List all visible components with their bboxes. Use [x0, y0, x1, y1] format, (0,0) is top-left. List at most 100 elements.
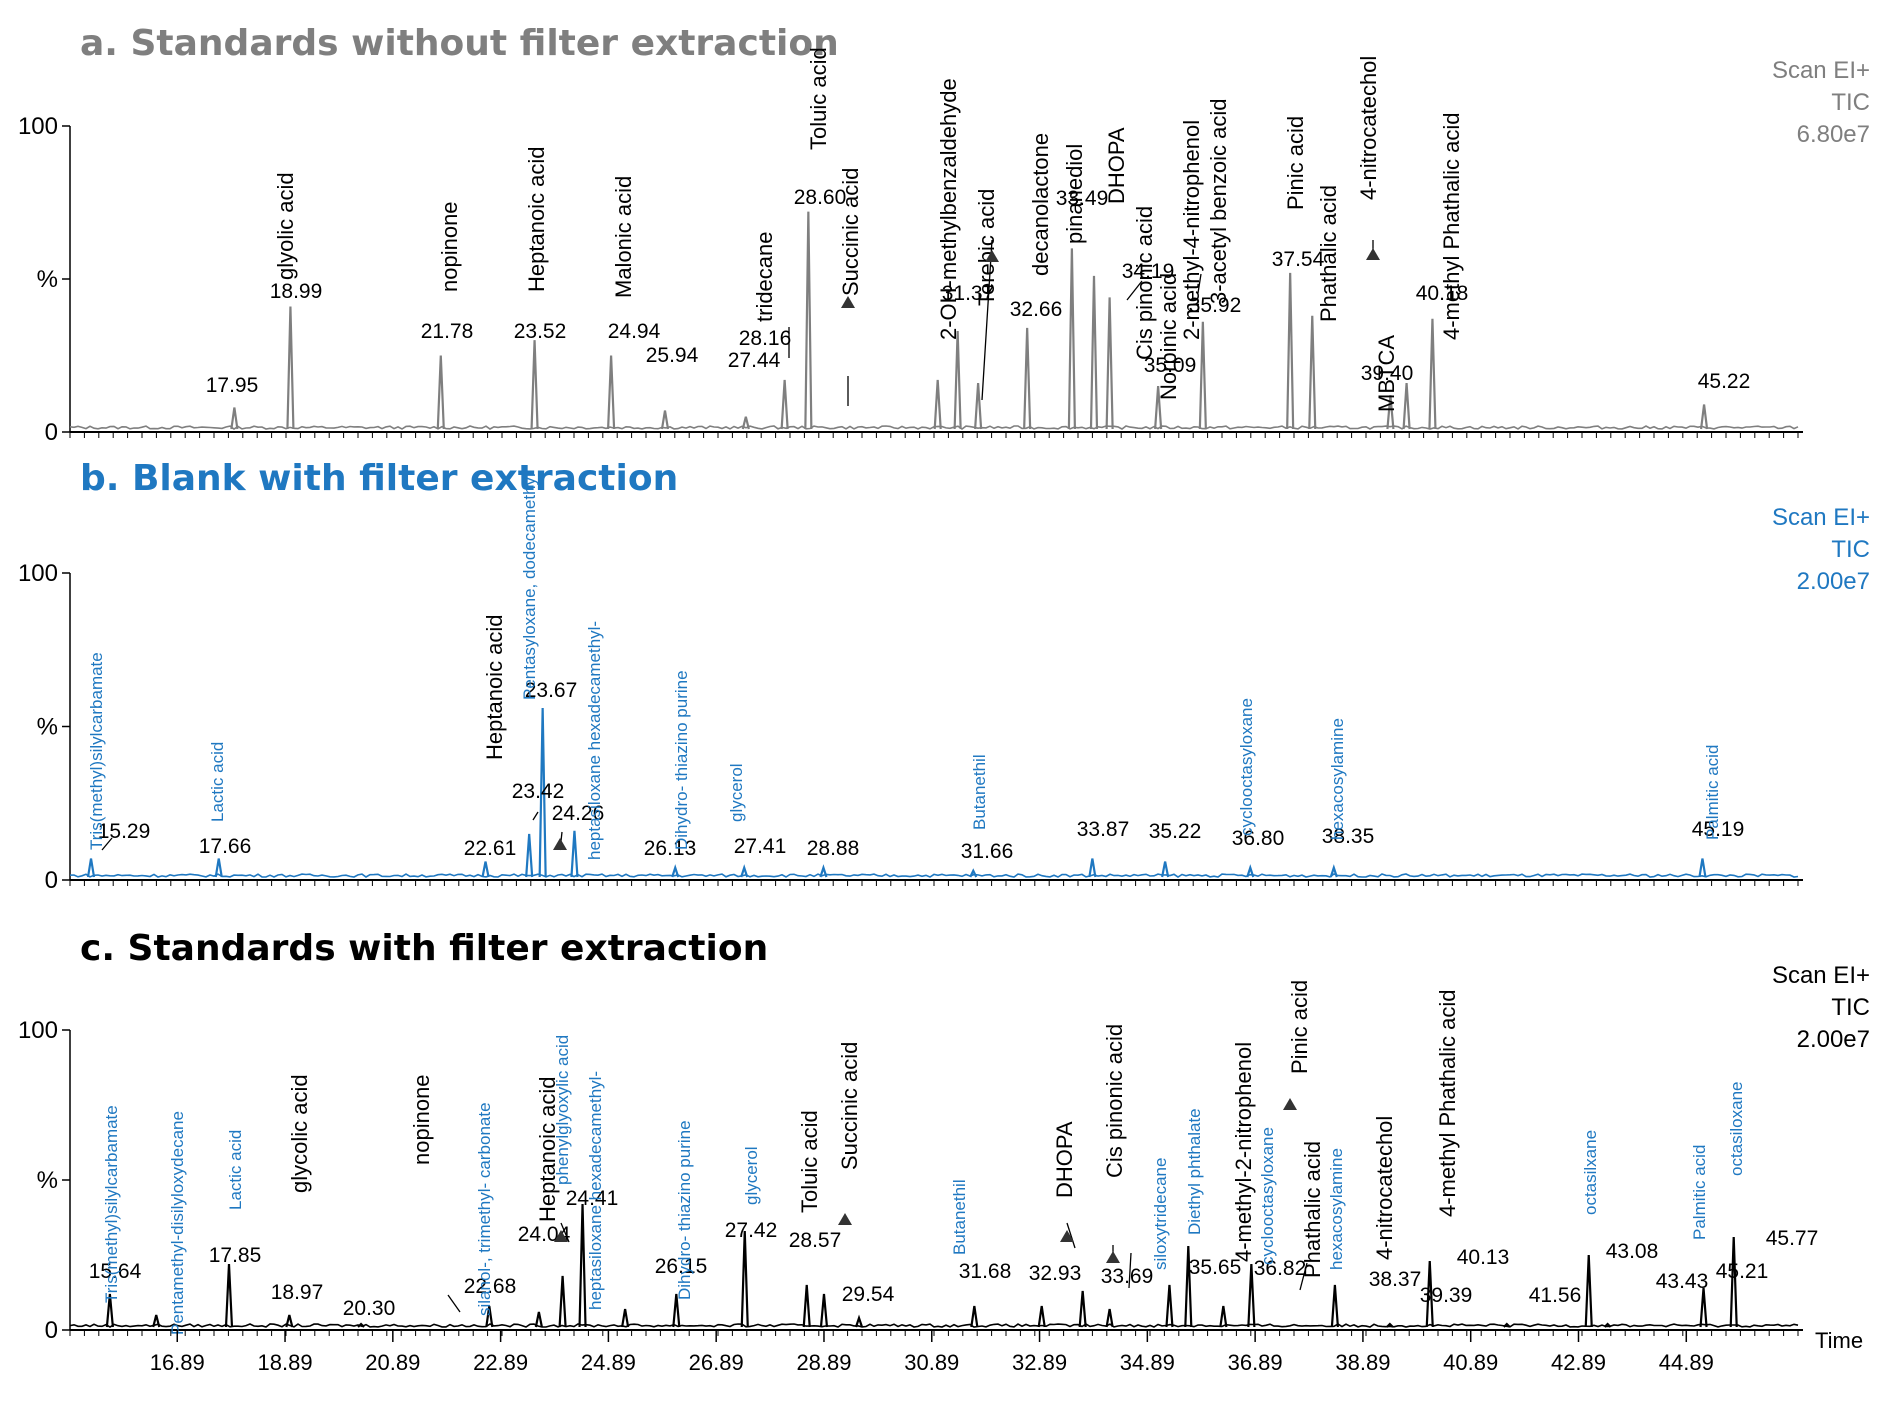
- chromatogram-trace: [69, 873, 1799, 878]
- peak: [804, 211, 813, 430]
- x-tick-label: 28.89: [796, 1350, 851, 1375]
- retention-time-label: 27.44: [728, 349, 781, 372]
- retention-time-label: 37.54: [1272, 248, 1325, 271]
- peak: [953, 330, 962, 430]
- compound-label: heptasiloxane hexadecamethyl-: [585, 621, 604, 860]
- peak: [1699, 1287, 1708, 1328]
- peak: [224, 1263, 234, 1328]
- compound-label: Norpinic acid: [1156, 273, 1181, 400]
- retention-time-label: 28.57: [789, 1229, 842, 1252]
- peak: [740, 864, 749, 878]
- scan-info-line: 6.80e7: [1797, 121, 1870, 148]
- arrowhead-icon: [841, 296, 855, 308]
- peak: [802, 1284, 811, 1328]
- retention-time-label: 15.29: [98, 820, 151, 843]
- peak: [558, 1275, 567, 1328]
- compound-label: Toluic acid: [806, 47, 831, 150]
- contaminant-label: Diethyl phthalate: [1185, 1108, 1204, 1235]
- compound-label: Heptanoic acid: [482, 614, 507, 760]
- arrowhead-icon: [1060, 1230, 1074, 1242]
- arrowhead-icon: [554, 1230, 568, 1242]
- compound-label: 4-methyl Phathalic acid: [1439, 113, 1464, 340]
- y-tick-label: %: [37, 714, 58, 741]
- y-tick-label: 0: [45, 419, 58, 446]
- arrowhead-icon: [838, 1213, 852, 1225]
- peak: [1503, 1322, 1511, 1328]
- peak: [1165, 1284, 1174, 1328]
- peak: [1329, 864, 1338, 878]
- x-tick-label: 18.89: [258, 1350, 313, 1375]
- y-tick-label: %: [37, 1167, 58, 1194]
- peak: [1184, 1245, 1193, 1328]
- peak: [578, 1203, 587, 1328]
- contaminant-label: Lactic acid: [226, 1130, 245, 1210]
- x-tick-label: 38.89: [1335, 1350, 1390, 1375]
- compound-label: Phathalic acid: [1316, 185, 1341, 322]
- contaminant-label: siloxytridecane: [1151, 1158, 1170, 1270]
- x-tick-label: 20.89: [365, 1350, 420, 1375]
- retention-time-label: 29.54: [842, 1283, 895, 1306]
- retention-time-label: 33.69: [1101, 1265, 1154, 1288]
- x-tick-label: 30.89: [904, 1350, 959, 1375]
- y-tick-label: 100: [18, 1017, 58, 1044]
- peak: [1154, 386, 1163, 430]
- retention-time-label: 36.82: [1254, 1257, 1307, 1280]
- peak: [819, 864, 828, 878]
- peak: [1089, 275, 1099, 430]
- retention-time-label: 20.30: [343, 1297, 396, 1320]
- panel-title: a. Standards without filter extraction: [80, 23, 839, 64]
- retention-time-label: 45.77: [1766, 1227, 1819, 1250]
- retention-time-label: 45.22: [1698, 370, 1751, 393]
- compound-label: cyclooctasyloxane: [1237, 698, 1256, 836]
- retention-time-label: 27.41: [734, 835, 787, 858]
- peak: [1584, 1254, 1593, 1328]
- compound-label: DHOPA: [1052, 1121, 1077, 1198]
- peak: [819, 1293, 829, 1328]
- peak: [286, 306, 295, 430]
- peak: [214, 858, 223, 878]
- peak: [436, 355, 445, 430]
- peak: [1603, 1322, 1612, 1328]
- peak: [969, 868, 978, 878]
- leader-line: [560, 1222, 570, 1243]
- y-tick-label: 100: [18, 560, 58, 587]
- retention-time-label: 38.35: [1322, 825, 1375, 848]
- panel-c: c. Standards with filter extraction Scan …: [18, 928, 1870, 1375]
- peak: [1198, 321, 1207, 430]
- peak: [530, 340, 539, 430]
- compound-label: 2-OH-methylbenzaldehyde: [936, 78, 961, 340]
- compound-label: Pinic acid: [1287, 980, 1312, 1074]
- contaminant-label: Pentamethyl-disilyloxydecane: [168, 1111, 187, 1335]
- peak: [854, 1314, 864, 1328]
- x-tick-label: 42.89: [1551, 1350, 1606, 1375]
- contaminant-label: hexacosylamine: [1327, 1148, 1346, 1270]
- x-tick-label: 32.89: [1012, 1350, 1067, 1375]
- compound-label: Pinic acid: [1283, 116, 1308, 210]
- compound-label: 4-methyl Phathalic acid: [1435, 990, 1460, 1217]
- y-tick-label: 0: [45, 1317, 58, 1344]
- leader-line: [447, 1294, 461, 1313]
- retention-time-label: 24.26: [552, 802, 605, 825]
- retention-time-label: 26.15: [655, 1255, 708, 1278]
- arrowhead-icon: [1283, 1098, 1297, 1110]
- compound-label: glycolic acid: [287, 1074, 312, 1193]
- contaminant-label: octasiloxane: [1727, 1081, 1746, 1176]
- peak: [1067, 248, 1076, 430]
- peak: [481, 861, 490, 878]
- compound-label: Heptanoic acid: [535, 1076, 560, 1222]
- peak: [1161, 861, 1170, 878]
- compound-label: 4-nitrocatechol: [1356, 56, 1381, 200]
- peak: [230, 407, 239, 430]
- peak: [1286, 272, 1295, 430]
- contaminant-label: octasilxane: [1581, 1130, 1600, 1215]
- leader-line: [1126, 280, 1143, 301]
- contaminant-label: heptasiloxane hexadecamethyl-: [586, 1071, 605, 1310]
- peak: [1425, 1260, 1434, 1328]
- retention-time-label: 33.87: [1077, 818, 1130, 841]
- retention-time-label: 23.67: [525, 679, 578, 702]
- compound-label: hexacosylamine: [1328, 718, 1347, 840]
- compound-label: decanolactone: [1028, 133, 1053, 276]
- compound-label: 3-acetyl benzoic acid: [1206, 99, 1231, 304]
- scan-info-line: 2.00e7: [1797, 568, 1870, 595]
- x-tick-label: 44.89: [1659, 1350, 1714, 1375]
